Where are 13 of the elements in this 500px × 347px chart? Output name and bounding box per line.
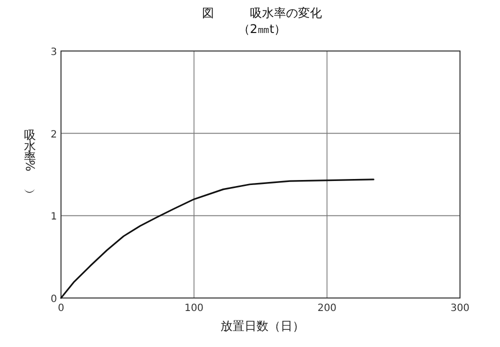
y-tick-label: 1 bbox=[50, 212, 57, 223]
x-tick-label: 200 bbox=[317, 303, 337, 314]
y-tick-label: 2 bbox=[50, 129, 57, 140]
x-tick-label: 100 bbox=[184, 303, 204, 314]
chart-subtitle: （2㎜t） bbox=[238, 22, 286, 36]
x-tick-label: 0 bbox=[58, 303, 64, 314]
x-tick-label: 300 bbox=[450, 303, 470, 314]
x-axis-title: 放置日数（日） bbox=[220, 319, 304, 333]
y-axis-title: 吸水率（%） bbox=[23, 120, 37, 194]
y-tick-label: 0 bbox=[50, 294, 57, 305]
y-tick-label: 3 bbox=[50, 47, 57, 58]
chart-title: 図 吸水率の変化 bbox=[202, 6, 322, 20]
line-series bbox=[60, 178, 374, 299]
